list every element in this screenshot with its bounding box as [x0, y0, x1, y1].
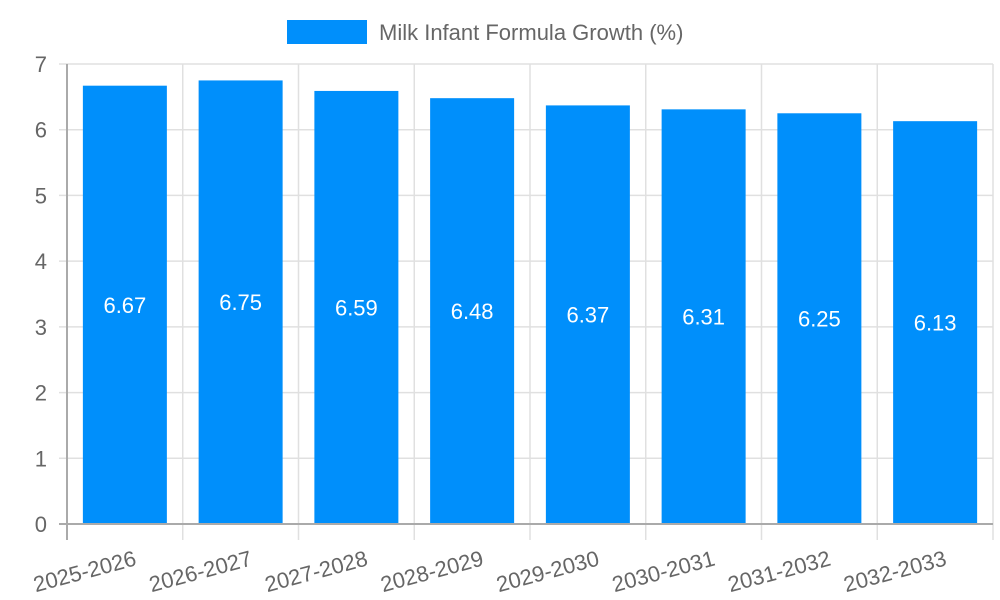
x-tick-label: 2030-2031 — [609, 546, 717, 597]
bar-2031-2032[interactable]: 6.25 — [777, 113, 862, 525]
x-tick-label: 2026-2027 — [146, 546, 254, 597]
bar-value-label: 6.31 — [682, 305, 725, 330]
bar[interactable] — [661, 109, 746, 524]
bar-2025-2026[interactable]: 6.67 — [82, 85, 167, 524]
y-tick-label: 3 — [35, 315, 47, 340]
bar[interactable] — [82, 85, 167, 524]
bar[interactable] — [198, 80, 283, 524]
x-tick-label: 2025-2026 — [31, 546, 139, 597]
bar[interactable] — [430, 98, 515, 525]
y-tick-label: 7 — [35, 52, 47, 77]
y-tick-label: 0 — [35, 512, 47, 537]
bar[interactable] — [545, 105, 630, 525]
legend-label: Milk Infant Formula Growth (%) — [379, 20, 683, 45]
x-axis: 2025-2026 2026-2027 2027-2028 2028-2029 2029… — [31, 546, 949, 597]
y-tick-label: 6 — [35, 118, 47, 143]
bar[interactable] — [314, 90, 399, 524]
bar-value-label: 6.75 — [219, 290, 262, 315]
legend[interactable]: Milk Infant Formula Growth (%) — [287, 20, 683, 45]
x-tick-label: 2031-2032 — [725, 546, 833, 597]
bar[interactable] — [777, 113, 862, 525]
bar-value-label: 6.59 — [335, 295, 378, 320]
bar-value-label: 6.48 — [451, 299, 494, 324]
bar-value-label: 6.37 — [566, 303, 609, 328]
x-tick-label: 2032-2033 — [841, 546, 949, 597]
bar-value-label: 6.13 — [914, 311, 957, 336]
bar-value-label: 6.25 — [798, 307, 841, 332]
bar-2030-2031[interactable]: 6.31 — [661, 109, 746, 524]
y-tick-label: 5 — [35, 183, 47, 208]
x-tick-label: 2028-2029 — [378, 546, 486, 597]
bars: 6.67 6.75 6.59 6.48 6.37 6.31 6.25 6.13 — [59, 80, 993, 525]
x-tick-label: 2029-2030 — [494, 546, 602, 597]
bar-2027-2028[interactable]: 6.59 — [314, 90, 399, 524]
x-tick-label: 2027-2028 — [262, 546, 370, 597]
bar-2028-2029[interactable]: 6.48 — [430, 98, 515, 525]
bar-value-label: 6.67 — [103, 293, 146, 318]
bar[interactable] — [893, 121, 978, 525]
legend-swatch — [287, 20, 367, 44]
bar-2032-2033[interactable]: 6.13 — [893, 121, 978, 525]
y-tick-label: 2 — [35, 381, 47, 406]
y-tick-label: 1 — [35, 446, 47, 471]
bar-2026-2027[interactable]: 6.75 — [198, 80, 283, 524]
bar-2029-2030[interactable]: 6.37 — [545, 105, 630, 525]
y-axis: 0 1 2 3 4 5 6 7 — [35, 52, 47, 537]
y-tick-label: 4 — [35, 249, 47, 274]
